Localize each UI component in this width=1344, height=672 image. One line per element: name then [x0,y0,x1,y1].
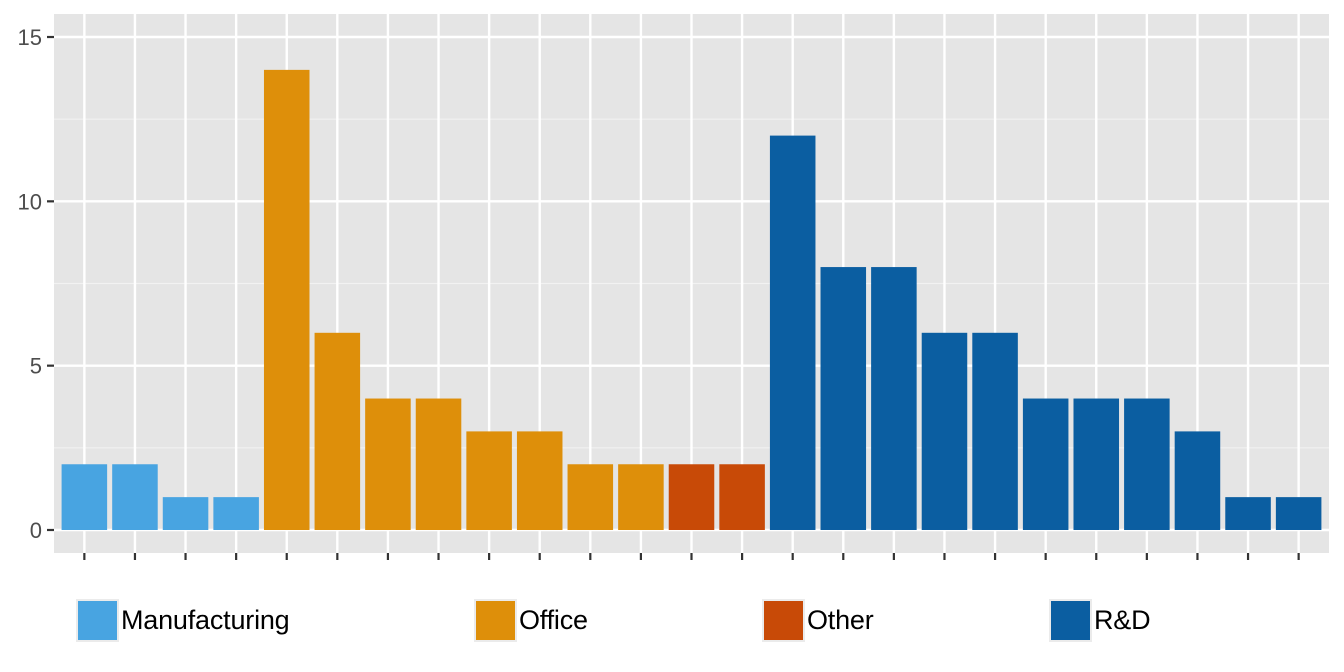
legend-item-manufacturing: Manufacturing [76,597,290,643]
x-axis-ticks [83,553,1300,560]
legend-label: R&D [1094,604,1151,635]
y-tick-label: 10 [18,189,42,214]
bar [213,497,259,530]
bar [1022,398,1069,530]
bar [466,431,512,530]
bar [972,332,1018,530]
legend-item-other: Other [762,597,874,643]
bar [162,497,209,530]
legend-item-office: Office [474,597,588,643]
bars [61,69,1322,530]
y-tick-label: 15 [18,25,42,50]
bar [618,464,664,530]
bar [61,464,108,530]
legend-key-rd [1049,598,1092,642]
y-tick-label: 5 [30,354,42,379]
bar [1124,398,1170,530]
legend-key-manufacturing [76,598,119,642]
legend-label: Manufacturing [121,604,290,635]
bar [668,464,715,530]
bar [112,464,158,530]
bar [769,135,816,530]
bar [1174,431,1221,530]
bar [415,398,462,530]
bar [1275,497,1322,530]
bar [921,332,968,530]
bar [567,464,614,530]
bar [516,431,563,530]
legend-key-other [762,598,805,642]
legend-key-office [474,598,517,642]
bar [314,332,361,530]
legend-item-rd: R&D [1049,597,1151,643]
bar [365,398,411,530]
y-tick-label: 0 [30,518,42,543]
bar [820,267,867,530]
bar [719,464,765,530]
y-axis: 0 5 10 15 [18,25,54,543]
legend-label: Office [519,604,588,635]
bar [1225,497,1271,530]
legend: Manufacturing Office Other R&D [0,597,1344,643]
legend-label: Other [807,604,874,635]
bar [1073,398,1120,530]
bar [871,267,917,530]
bar [263,69,310,530]
